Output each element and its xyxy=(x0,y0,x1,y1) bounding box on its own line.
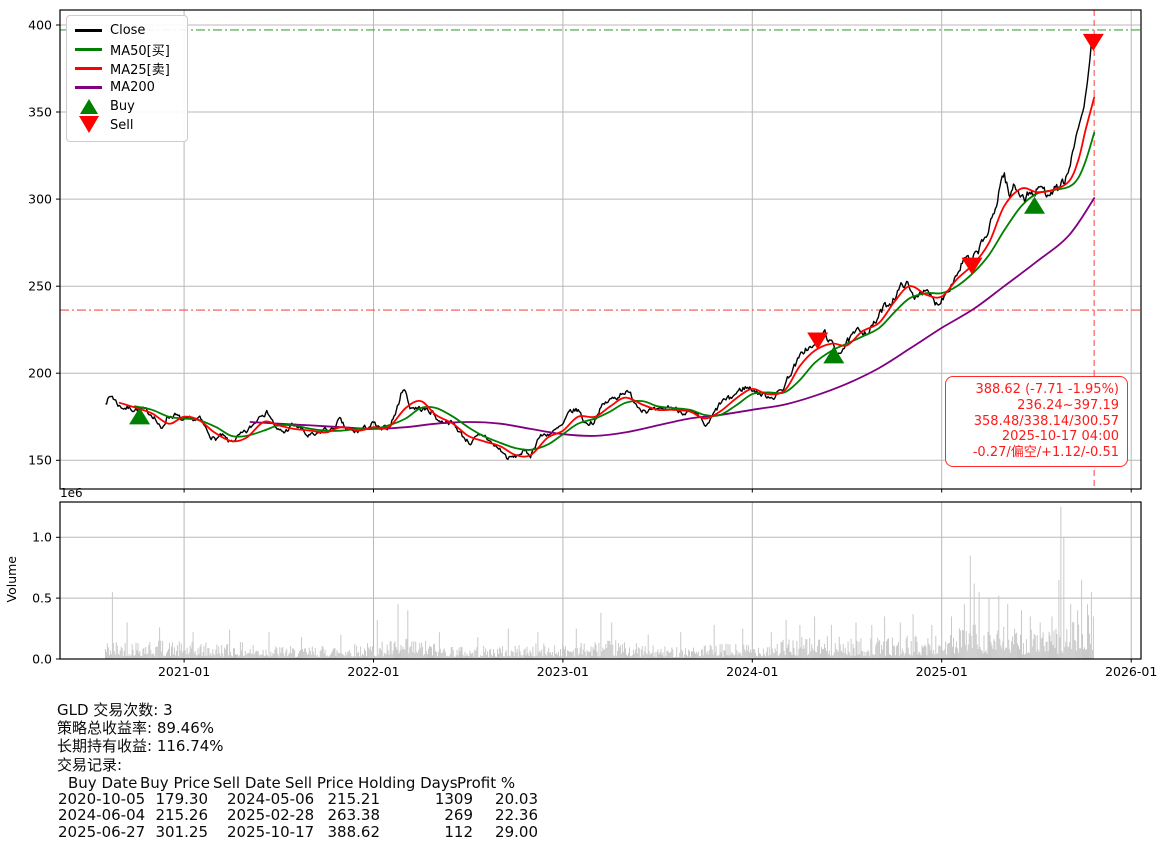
legend-row-ma50: MA50[买] xyxy=(75,40,179,59)
legend-row-ma200: MA200 xyxy=(75,78,179,97)
col-holding-days: Holding Days xyxy=(358,773,458,792)
cell-holding-days: 1309 xyxy=(434,790,473,809)
cell-buy-price: 215.26 xyxy=(155,806,209,825)
stat-trade-count: GLD 交易次数: 3 xyxy=(57,701,173,719)
ma50-line xyxy=(133,131,1096,451)
stat-trades-title: 交易记录: xyxy=(57,755,123,774)
buy-marker xyxy=(1024,196,1045,214)
annotation-signal: -0.27/偏空/+1.12/-0.51 xyxy=(972,445,1119,461)
table-row: 2020-10-05 179.30 2024-05-06 215.21 1309… xyxy=(57,790,538,809)
x-tick-label: 2026-01 xyxy=(1105,664,1157,679)
stat-hold-return: 长期持有收益: 116.74% xyxy=(57,737,224,756)
legend-row-close: Close xyxy=(75,21,179,40)
price-ytick-label: 250 xyxy=(28,279,52,294)
x-tick-label: 2023-01 xyxy=(537,664,589,679)
ma50-line-swatch xyxy=(75,48,102,51)
axis-offset-label: 1e6 xyxy=(60,486,83,500)
buy-marker xyxy=(129,407,151,425)
trade-markers xyxy=(129,33,1104,425)
cell-buy-date: 2020-10-05 xyxy=(58,790,146,809)
annotation-range: 236.24~397.19 xyxy=(1017,397,1119,413)
legend-label-close: Close xyxy=(110,23,146,38)
cell-holding-days: 269 xyxy=(444,806,473,825)
volume-panel-frame xyxy=(59,501,1142,660)
cell-holding-days: 112 xyxy=(444,822,473,841)
cell-sell-price: 215.21 xyxy=(327,790,381,809)
legend-label-ma50: MA50[买] xyxy=(110,44,170,59)
axes-frame xyxy=(59,9,1142,660)
col-buy-date: Buy Date xyxy=(68,773,138,792)
legend-label-buy: Buy xyxy=(110,99,135,114)
price-lines xyxy=(105,34,1096,461)
close-line-swatch xyxy=(75,29,102,32)
ma200-line xyxy=(249,197,1096,437)
annotation-timestamp: 2025-10-17 04:00 xyxy=(1001,429,1119,445)
cell-buy-date: 2025-06-27 xyxy=(58,822,146,841)
price-ytick-label: 200 xyxy=(28,366,52,381)
sell-triangle-icon xyxy=(75,116,102,133)
table-row: 2025-06-27 301.25 2025-10-17 388.62 112 … xyxy=(57,822,538,841)
x-tick-label: 2024-01 xyxy=(726,664,778,679)
legend-row-sell: Sell xyxy=(75,116,179,135)
volume-ytick-label: 1.0 xyxy=(32,530,52,545)
volume-ytick-label: 0.5 xyxy=(32,590,52,605)
annotation-ma-values: 358.48/338.14/300.57 xyxy=(973,413,1119,429)
annotation-box: 388.62 (-7.71 -1.95%) 236.24~397.19 358.… xyxy=(945,376,1128,467)
chart-canvas: 150 200 250 300 350 400 0.0 0.5 1.0 2021-01 2022-0… xyxy=(4,9,1157,679)
cell-sell-date: 2025-10-17 xyxy=(227,822,315,841)
col-sell-price: Sell Price xyxy=(285,773,354,792)
x-tick-label: 2021-01 xyxy=(158,664,210,679)
ma200-line-swatch xyxy=(75,86,102,89)
stat-strategy-return: 策略总收益率: 89.46% xyxy=(57,719,215,738)
cell-profit-pct: 20.03 xyxy=(495,790,538,809)
legend: Close MA50[买] MA25[卖] MA200 Buy Sell xyxy=(66,15,188,142)
annotation-last-price: 388.62 (-7.71 -1.95%) xyxy=(975,382,1119,397)
legend-label-sell: Sell xyxy=(110,118,134,133)
cell-profit-pct: 22.36 xyxy=(495,806,538,825)
col-sell-date: Sell Date xyxy=(213,773,281,792)
buy-triangle-icon xyxy=(75,99,102,114)
price-ytick-label: 300 xyxy=(28,191,52,206)
cell-profit-pct: 29.00 xyxy=(495,822,538,841)
legend-label-ma25: MA25[卖] xyxy=(110,63,170,78)
table-row: 2024-06-04 215.26 2025-02-28 263.38 269 … xyxy=(57,806,538,825)
x-tick-label: 2025-01 xyxy=(916,664,968,679)
price-ytick-label: 150 xyxy=(28,453,52,468)
axis-ticks-and-labels: 150 200 250 300 350 400 0.0 0.5 1.0 2021-01 2022-0… xyxy=(4,17,1157,679)
legend-row-buy: Buy xyxy=(75,97,179,116)
cell-sell-date: 2024-05-06 xyxy=(227,790,315,809)
legend-label-ma200: MA200 xyxy=(110,80,155,95)
cell-sell-date: 2025-02-28 xyxy=(227,806,315,825)
x-tick-label: 2022-01 xyxy=(347,664,399,679)
volume-axis-title: Volume xyxy=(4,556,19,603)
cell-buy-price: 179.30 xyxy=(155,790,209,809)
ma25-line-swatch xyxy=(75,67,102,70)
cell-sell-price: 263.38 xyxy=(327,806,381,825)
price-ytick-label: 350 xyxy=(28,104,52,119)
price-ytick-label: 400 xyxy=(28,17,52,32)
col-buy-price: Buy Price xyxy=(140,773,211,792)
gridlines xyxy=(60,10,1141,659)
close-line xyxy=(105,34,1095,461)
cell-buy-date: 2024-06-04 xyxy=(58,806,146,825)
sell-marker xyxy=(961,257,983,275)
stats-block: GLD 交易次数: 3 策略总收益率: 89.46% 长期持有收益: 116.7… xyxy=(57,701,538,841)
price-panel-frame xyxy=(59,9,1142,490)
cell-sell-price: 388.62 xyxy=(327,822,381,841)
trades-table-header: Buy Date Buy Price Sell Date Sell Price … xyxy=(57,773,515,792)
volume-ytick-label: 0.0 xyxy=(32,651,52,666)
ma25-line xyxy=(118,96,1096,458)
legend-row-ma25: MA25[卖] xyxy=(75,59,179,78)
sell-marker xyxy=(1082,33,1104,51)
col-profit-pct: Profit % xyxy=(457,773,516,792)
buy-marker xyxy=(823,346,845,364)
cell-buy-price: 301.25 xyxy=(155,822,209,841)
threshold-lines xyxy=(60,10,1141,489)
volume-bars xyxy=(105,506,1094,659)
sell-marker xyxy=(807,332,829,350)
